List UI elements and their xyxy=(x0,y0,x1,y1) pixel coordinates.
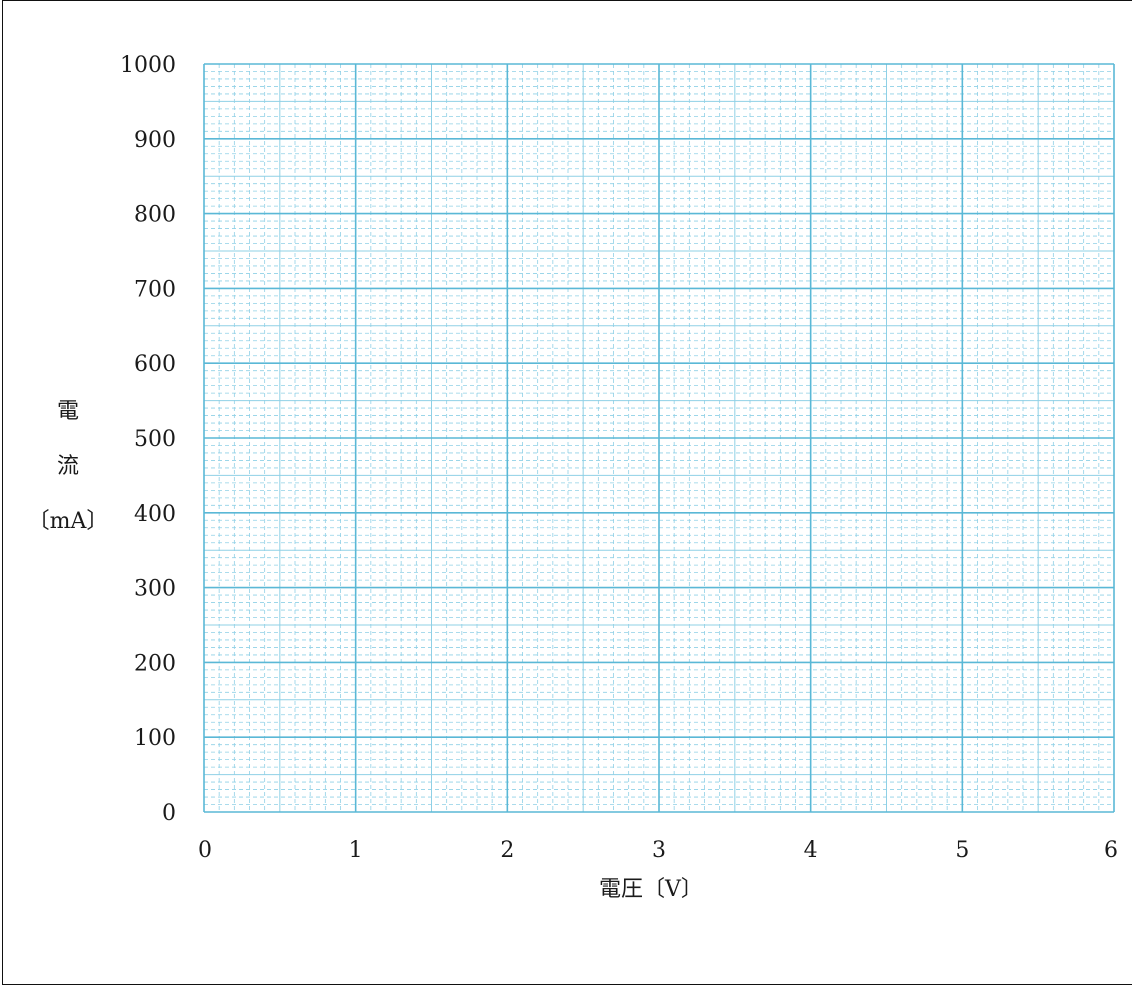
x-tick-label: 2 xyxy=(500,838,514,863)
x-tick-label: 0 xyxy=(198,838,212,863)
y-tick-label: 200 xyxy=(134,651,176,676)
y-tick-label: 900 xyxy=(134,128,176,153)
y-tick-labels: 0 100 200 300 400 500 600 700 800 900 1000 xyxy=(120,53,176,826)
major-grid xyxy=(203,63,1115,813)
x-tick-label: 3 xyxy=(652,838,666,863)
x-tick-label: 5 xyxy=(955,838,969,863)
y-tick-label: 800 xyxy=(134,203,176,228)
x-tick-label: 1 xyxy=(349,838,363,863)
y-axis-title-part: 流 xyxy=(57,454,79,479)
y-tick-label: 100 xyxy=(134,726,176,751)
x-tick-label: 4 xyxy=(804,838,818,863)
y-axis-title: 電流〔mA〕 xyxy=(28,399,109,534)
y-tick-label: 1000 xyxy=(120,53,176,78)
y-tick-label: 500 xyxy=(134,427,176,452)
x-tick-label: 6 xyxy=(1104,838,1118,863)
y-tick-label: 400 xyxy=(134,502,176,527)
graph-paper-chart: 0 100 200 300 400 500 600 700 800 900 1000 0 1 2 3 4 5 6… xyxy=(28,53,1118,902)
y-axis-title-part: 〔mA〕 xyxy=(28,509,109,534)
y-tick-label: 300 xyxy=(134,577,176,602)
y-tick-label: 0 xyxy=(162,801,176,826)
x-axis-title: 電圧〔V〕 xyxy=(599,877,703,902)
x-tick-labels: 0 1 2 3 4 5 6 xyxy=(198,838,1118,863)
y-axis-title-part: 電 xyxy=(57,399,79,424)
y-tick-label: 600 xyxy=(134,352,176,377)
y-tick-label: 700 xyxy=(134,277,176,302)
